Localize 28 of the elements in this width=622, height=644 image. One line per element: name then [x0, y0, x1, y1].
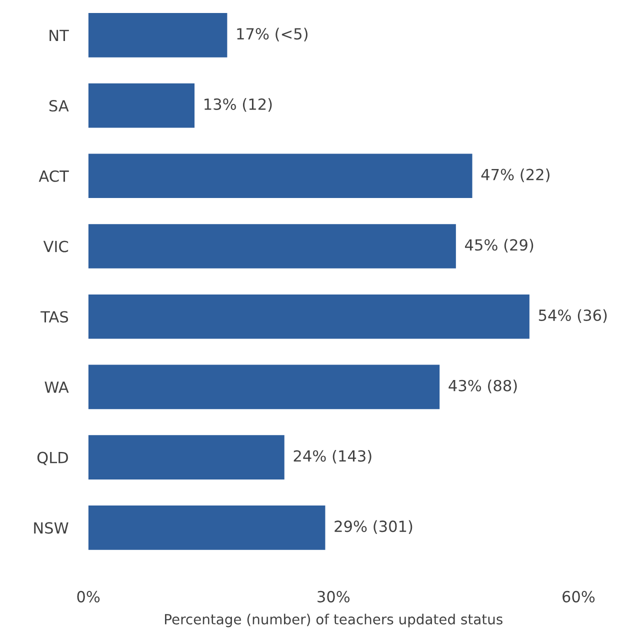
data-label: 17% (<5)	[237, 28, 308, 42]
data-label: 47% (22)	[481, 168, 550, 182]
data-label: 29% (301)	[334, 520, 412, 534]
y-tick-label: ACT	[38, 170, 69, 182]
x-tick-label: 30%	[318, 590, 350, 602]
y-tick-label: QLD	[37, 452, 68, 466]
bar	[88, 364, 440, 410]
y-tick-label: NSW	[34, 522, 68, 534]
x-axis-title: Percentage (number) of teachers updated status	[165, 614, 502, 628]
x-tick-label: 60%	[562, 590, 595, 602]
y-tick-label: NT	[50, 30, 69, 41]
y-tick-label: VIC	[43, 240, 68, 252]
y-tick-label: WA	[44, 382, 69, 393]
data-label: 13% (12)	[204, 98, 272, 112]
bar	[88, 435, 284, 480]
y-tick-label: TAS	[40, 311, 68, 323]
data-label: 54% (36)	[538, 309, 607, 323]
data-label: 24% (143)	[294, 450, 372, 464]
bar	[88, 294, 530, 339]
bar	[88, 83, 195, 128]
data-label: 45% (29)	[465, 238, 534, 252]
data-label: 43% (88)	[448, 380, 517, 394]
y-tick-label: SA	[49, 100, 69, 112]
bar	[88, 154, 472, 198]
x-tick-label: 0%	[77, 590, 100, 602]
bar	[88, 506, 326, 550]
bar	[88, 13, 228, 58]
bar	[88, 224, 456, 268]
